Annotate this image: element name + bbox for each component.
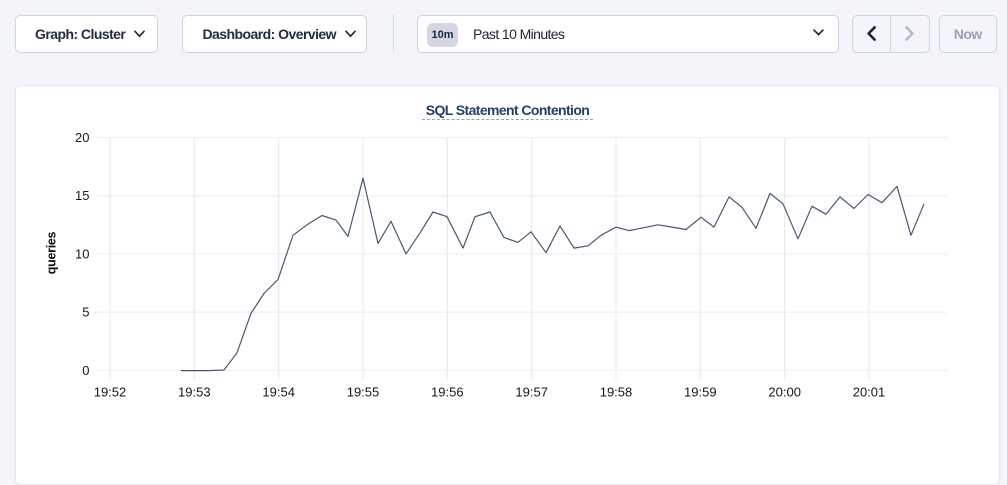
svg-text:10: 10 — [75, 246, 89, 261]
svg-text:19:56: 19:56 — [431, 385, 464, 400]
svg-text:5: 5 — [82, 305, 89, 320]
svg-text:19:59: 19:59 — [684, 385, 717, 400]
svg-text:19:57: 19:57 — [515, 385, 548, 400]
svg-text:19:55: 19:55 — [347, 385, 380, 400]
svg-text:19:52: 19:52 — [94, 385, 127, 400]
svg-text:20: 20 — [75, 130, 89, 145]
svg-text:0: 0 — [82, 363, 89, 378]
svg-text:15: 15 — [75, 188, 89, 203]
svg-text:19:58: 19:58 — [600, 385, 633, 400]
svg-text:19:53: 19:53 — [178, 385, 211, 400]
svg-text:20:00: 20:00 — [768, 385, 801, 400]
svg-text:19:54: 19:54 — [262, 385, 295, 400]
svg-text:20:01: 20:01 — [853, 385, 886, 400]
svg-text:queries: queries — [45, 231, 59, 274]
